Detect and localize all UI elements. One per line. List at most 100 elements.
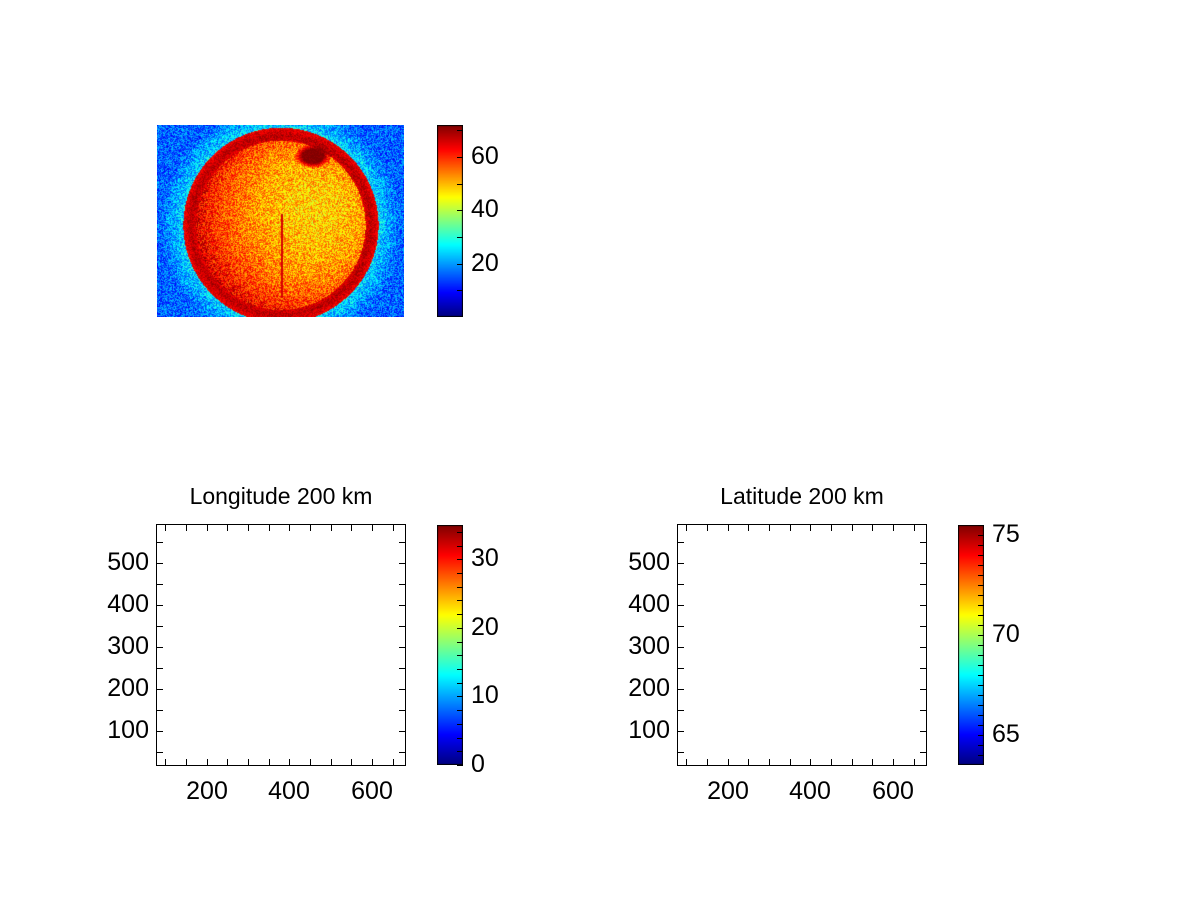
- y-axis-tick: [678, 626, 684, 627]
- x-axis-tick: [372, 525, 373, 531]
- colorbar-tick: [457, 710, 463, 711]
- x-axis-tick: [810, 525, 811, 531]
- colorbar-tick: [978, 755, 984, 756]
- longitude-colorbar: [437, 525, 463, 765]
- x-axis-tick: [790, 759, 791, 765]
- x-axis-tick: [707, 759, 708, 765]
- y-axis-tick: [920, 689, 926, 690]
- x-axis-tick: [393, 525, 394, 531]
- y-axis-tick: [399, 605, 405, 606]
- y-tick-label: 200: [628, 674, 670, 702]
- y-axis-tick: [920, 584, 926, 585]
- colorbar-tick: [457, 628, 463, 629]
- y-axis-tick: [920, 605, 926, 606]
- x-tick-label: 600: [872, 777, 914, 805]
- colorbar-tick: [457, 546, 463, 547]
- y-axis-tick: [920, 668, 926, 669]
- y-axis-tick: [399, 542, 405, 543]
- y-axis-tick: [920, 731, 926, 732]
- y-axis-tick: [157, 542, 163, 543]
- x-axis-tick: [186, 525, 187, 531]
- colorbar-tick: [978, 545, 984, 546]
- colorbar-tick: [457, 210, 463, 211]
- colorbar-tick: [978, 745, 984, 746]
- y-axis-tick: [399, 584, 405, 585]
- x-axis-tick: [769, 759, 770, 765]
- colorbar-tick: [457, 642, 463, 643]
- y-axis-tick: [920, 542, 926, 543]
- y-axis-tick: [920, 647, 926, 648]
- y-axis-tick: [399, 689, 405, 690]
- y-axis-tick: [678, 542, 684, 543]
- y-axis-tick: [678, 731, 684, 732]
- x-axis-tick: [372, 759, 373, 765]
- x-axis-tick: [707, 525, 708, 531]
- y-tick-label: 300: [628, 632, 670, 660]
- x-axis-tick: [852, 525, 853, 531]
- y-axis-tick: [678, 563, 684, 564]
- y-tick-label: 300: [107, 632, 149, 660]
- x-axis-tick: [207, 759, 208, 765]
- x-axis-tick: [351, 759, 352, 765]
- x-tick-label: 400: [268, 777, 310, 805]
- top-colorbar-label-20: 20: [471, 249, 499, 277]
- y-axis-tick: [920, 563, 926, 564]
- colorbar-tick: [457, 724, 463, 725]
- x-axis-tick: [310, 525, 311, 531]
- x-axis-tick: [748, 759, 749, 765]
- y-tick-label: 100: [107, 716, 149, 744]
- y-axis-tick: [399, 731, 405, 732]
- x-axis-tick: [248, 759, 249, 765]
- y-axis-tick: [399, 710, 405, 711]
- colorbar-tick: [978, 615, 984, 616]
- colorbar-tick-label: 70: [992, 620, 1020, 648]
- y-tick-label: 100: [628, 716, 670, 744]
- x-axis-tick: [248, 525, 249, 531]
- colorbar-tick: [978, 635, 984, 636]
- colorbar-tick-label: 10: [471, 681, 499, 709]
- x-axis-tick: [269, 525, 270, 531]
- x-tick-label: 200: [186, 777, 228, 805]
- y-axis-tick: [157, 710, 163, 711]
- y-axis-tick: [678, 668, 684, 669]
- colorbar-tick: [457, 264, 463, 265]
- x-axis-tick: [186, 759, 187, 765]
- colorbar-tick: [978, 685, 984, 686]
- top-colorbar-label-40: 40: [471, 195, 499, 223]
- x-axis-tick: [289, 759, 290, 765]
- colorbar-tick: [978, 565, 984, 566]
- x-axis-tick: [269, 759, 270, 765]
- y-axis-tick: [678, 584, 684, 585]
- x-axis-tick: [686, 525, 687, 531]
- y-axis-tick: [678, 689, 684, 690]
- x-axis-tick: [893, 759, 894, 765]
- latitude-panel-title: Latitude 200 km: [720, 483, 884, 509]
- x-axis-tick: [872, 525, 873, 531]
- colorbar-tick: [457, 655, 463, 656]
- y-axis-tick: [157, 647, 163, 648]
- y-axis-tick: [399, 563, 405, 564]
- colorbar-tick: [978, 675, 984, 676]
- y-axis-tick: [399, 668, 405, 669]
- colorbar-tick-label: 75: [992, 520, 1020, 548]
- x-axis-tick: [852, 759, 853, 765]
- x-axis-tick: [331, 759, 332, 765]
- colorbar-tick: [457, 751, 463, 752]
- y-axis-tick: [157, 584, 163, 585]
- x-axis-tick: [810, 759, 811, 765]
- colorbar-tick: [457, 130, 463, 131]
- y-axis-tick: [920, 626, 926, 627]
- colorbar-tick: [978, 525, 984, 526]
- y-axis-tick: [157, 668, 163, 669]
- colorbar-tick: [457, 532, 463, 533]
- x-axis-tick: [227, 759, 228, 765]
- colorbar-tick: [457, 696, 463, 697]
- colorbar-tick: [457, 290, 463, 291]
